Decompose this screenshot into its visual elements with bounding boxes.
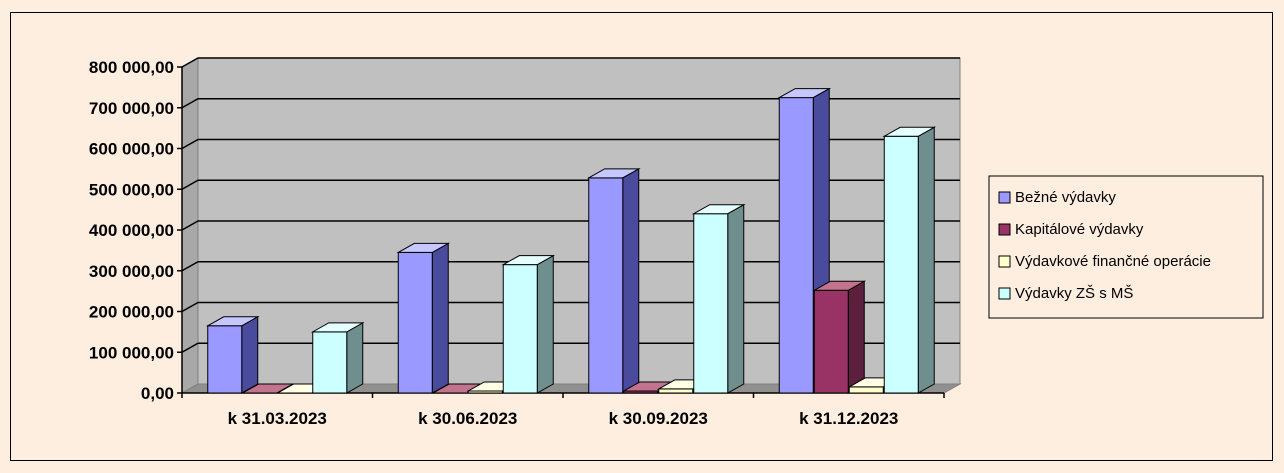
- y-tick-label: 400 000,00: [89, 221, 174, 240]
- bar: [312, 331, 348, 394]
- bar-side: [241, 315, 259, 394]
- gridline: [181, 179, 960, 190]
- gridline: [181, 57, 960, 68]
- legend-swatch: [998, 287, 1011, 300]
- bar-top: [396, 242, 451, 253]
- x-category-label: k 31.03.2023: [228, 409, 327, 428]
- bar: [588, 177, 624, 394]
- y-tick-label: 100 000,00: [89, 343, 174, 362]
- bar-side: [536, 254, 554, 394]
- y-tick-label: 800 000,00: [89, 58, 174, 77]
- y-tick-label: 0,00: [141, 384, 174, 403]
- bar: [397, 251, 433, 394]
- y-tick-label: 500 000,00: [89, 180, 174, 199]
- bar-top: [501, 255, 556, 266]
- bar: [693, 213, 729, 394]
- legend-box: [988, 175, 1264, 319]
- bar: [813, 289, 849, 394]
- x-category-label: k 31.12.2023: [799, 409, 898, 428]
- bar-top: [812, 280, 867, 291]
- y-tick-label: 600 000,00: [89, 140, 174, 159]
- legend-label: Výdavkové finančné operácie: [1015, 253, 1211, 270]
- bar-side: [847, 280, 865, 394]
- bar-side: [917, 126, 935, 394]
- bar-side: [431, 242, 449, 394]
- bar-top: [586, 168, 641, 179]
- y-tick-label: 200 000,00: [89, 303, 174, 322]
- bar-side: [622, 167, 640, 394]
- gridline: [181, 98, 960, 109]
- y-tick-label: 700 000,00: [89, 99, 174, 118]
- legend-swatch: [998, 223, 1011, 236]
- legend-swatch: [998, 191, 1011, 204]
- legend-label: Výdavky ZŠ s MŠ: [1015, 285, 1133, 302]
- bar-top: [205, 316, 260, 327]
- bar-side: [727, 203, 745, 394]
- gridline: [181, 138, 960, 150]
- bar-top: [691, 204, 746, 215]
- bar: [848, 386, 884, 394]
- y-tick-label: 300 000,00: [89, 262, 174, 281]
- legend-label: Kapitálové výdavky: [1015, 221, 1144, 238]
- x-category-label: k 30.09.2023: [609, 409, 708, 428]
- bar-top: [882, 126, 937, 137]
- legend-swatch: [998, 255, 1011, 268]
- bar: [778, 97, 814, 394]
- bar: [883, 135, 919, 394]
- legend-label: Bežné výdavky: [1015, 189, 1116, 206]
- bar: [207, 325, 243, 394]
- x-category-label: k 30.06.2023: [418, 409, 517, 428]
- bar: [502, 264, 538, 394]
- bar: [658, 388, 694, 394]
- bar-side: [346, 322, 364, 394]
- bar-top: [777, 88, 832, 99]
- bar-top: [310, 322, 365, 333]
